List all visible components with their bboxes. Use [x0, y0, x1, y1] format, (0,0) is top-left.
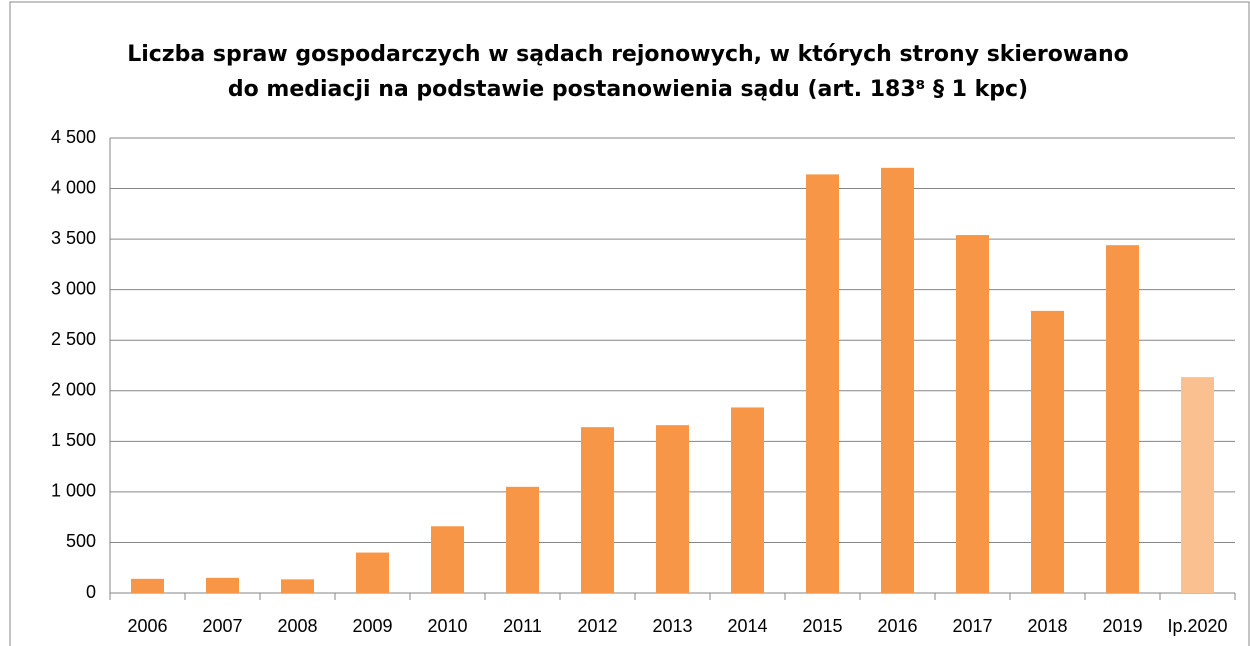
chart-title: do mediacji na podstawie postanowienia s…	[228, 77, 1028, 102]
bar	[581, 427, 614, 593]
x-tick-label: 2012	[577, 616, 617, 636]
y-tick-label: 500	[66, 531, 96, 551]
y-tick-label: 4 000	[51, 177, 96, 197]
y-tick-label: 2 000	[51, 380, 96, 400]
bar	[131, 578, 164, 593]
x-tick-label: 2016	[877, 616, 917, 636]
bar	[506, 486, 539, 593]
y-tick-label: 1 500	[51, 430, 96, 450]
bar	[956, 235, 989, 594]
chart-title: Liczba spraw gospodarczych w sądach rejo…	[127, 42, 1129, 67]
chart-border	[9, 1, 1250, 646]
bar	[881, 167, 914, 594]
x-tick-label: 2008	[277, 616, 317, 636]
bar	[281, 579, 314, 593]
bar	[1106, 245, 1139, 593]
x-tick-label: 2014	[727, 616, 767, 636]
x-tick-label: 2009	[352, 616, 392, 636]
x-tick-label: 2006	[127, 616, 167, 636]
y-tick-label: 3 500	[51, 228, 96, 248]
bar	[1031, 310, 1064, 593]
bar	[731, 407, 764, 593]
x-tick-label: 2018	[1027, 616, 1067, 636]
y-tick-label: 0	[86, 582, 96, 602]
x-tick-label: Ip.2020	[1167, 616, 1227, 636]
bar	[356, 552, 389, 593]
x-tick-label: 2010	[427, 616, 467, 636]
bar	[1181, 377, 1214, 593]
x-tick-label: 2007	[202, 616, 242, 636]
x-tick-label: 2011	[503, 616, 542, 636]
x-tick-label: 2017	[952, 616, 992, 636]
y-tick-label: 1 000	[51, 481, 96, 501]
x-tick-label: 2019	[1102, 616, 1142, 636]
bar	[206, 577, 239, 593]
x-tick-label: 2013	[652, 616, 692, 636]
bar	[806, 174, 839, 593]
bar	[431, 526, 464, 593]
y-tick-label: 2 500	[51, 329, 96, 349]
x-tick-label: 2015	[802, 616, 842, 636]
y-tick-label: 3 000	[51, 278, 96, 298]
bar	[656, 425, 689, 593]
y-tick-label: 4 500	[51, 127, 96, 147]
